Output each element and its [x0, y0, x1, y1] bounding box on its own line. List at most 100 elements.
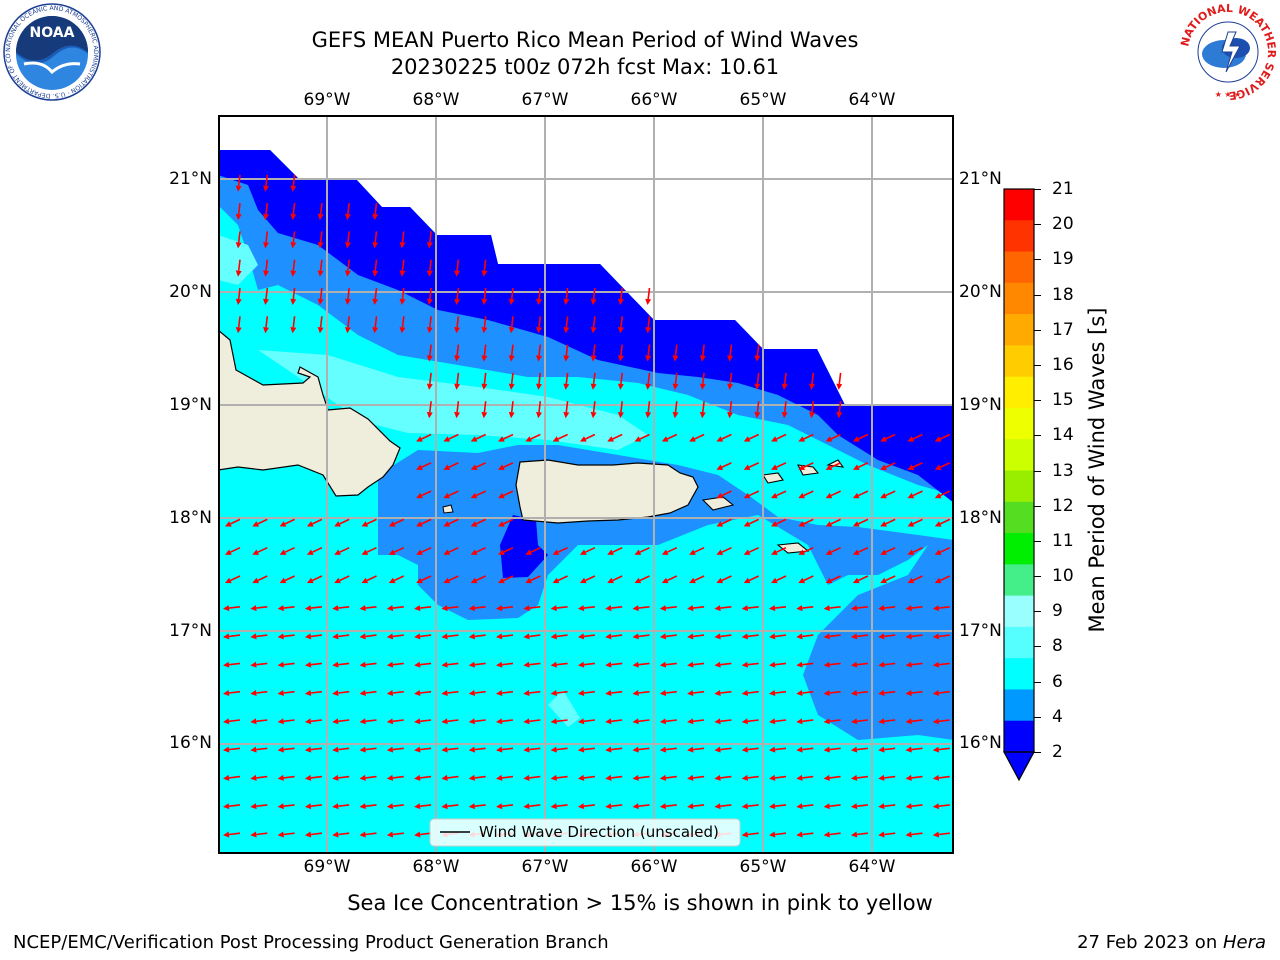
wave-arrow-head [823, 633, 830, 640]
wave-arrow-shaft [292, 174, 296, 186]
wave-arrow-head [317, 298, 324, 305]
lat-tick-left: 20°N [169, 282, 212, 302]
wave-arrow-head [727, 355, 734, 362]
wave-arrow-shaft [256, 606, 268, 609]
colorbar-cell [1004, 407, 1034, 440]
wave-arrow-head [796, 831, 803, 838]
wave-arrow-head [304, 746, 312, 753]
wave-arrow-shaft [612, 575, 623, 582]
wave-arrow-shaft [257, 575, 268, 582]
wave-arrow-shaft [283, 634, 295, 638]
wave-arrow-shaft [447, 804, 459, 807]
wave-arrow-shaft [692, 775, 705, 779]
wave-arrow-head [454, 270, 461, 277]
wave-arrow-head [632, 690, 639, 696]
wave-arrow-head [235, 298, 242, 305]
colorbar-tick-label: 14 [1052, 425, 1074, 446]
wave-arrow-shaft [310, 804, 322, 807]
colorbar-tick-mark [1034, 224, 1041, 226]
wave-arrow-head [878, 661, 885, 668]
wave-arrow-head [577, 690, 585, 696]
wave-arrow-head [223, 690, 230, 696]
wave-arrow-head [617, 298, 624, 305]
wave-arrow-head [823, 746, 830, 753]
wave-arrow-head [498, 549, 505, 555]
wave-arrow-shaft [830, 575, 841, 582]
wave-arrow-shaft [365, 775, 377, 779]
wave-arrow-head [550, 690, 557, 696]
wave-arrow-head [880, 492, 887, 499]
wave-arrow-head [852, 549, 860, 555]
wave-arrow-head [550, 633, 557, 640]
wave-arrow-head [932, 633, 940, 640]
wave-arrow-head [290, 326, 297, 334]
wave-arrow-shaft [584, 575, 596, 582]
wave-arrow-head [470, 464, 478, 470]
wave-arrow-shaft [911, 747, 923, 751]
wave-arrow-shaft [938, 804, 950, 807]
lat-tick-right: 16°N [959, 733, 1002, 753]
wave-arrow-shaft [802, 804, 814, 807]
wave-arrow-shaft [748, 462, 760, 468]
wave-arrow-shaft [538, 344, 542, 356]
wave-arrow-head [332, 746, 339, 753]
wave-arrow-head [277, 803, 284, 810]
wave-arrow-shaft [319, 287, 323, 300]
wave-arrow-shaft [338, 832, 350, 836]
wave-arrow-head [716, 464, 724, 470]
wave-arrow-head [880, 549, 887, 555]
wave-arrow-shaft [292, 259, 296, 271]
lat-tick-left: 19°N [169, 395, 212, 415]
wave-arrow-head [798, 436, 806, 442]
wave-arrow-shaft [538, 316, 542, 328]
colorbar-tick-mark [1034, 505, 1041, 507]
wave-arrow-head [634, 436, 642, 442]
wave-arrow-shaft [556, 719, 568, 723]
wave-arrow-shaft [419, 719, 432, 723]
wave-arrow-head [617, 383, 624, 390]
wave-arrow-shaft [265, 231, 269, 243]
wave-arrow-head [470, 521, 478, 527]
wave-arrow-head [399, 270, 406, 277]
colorbar-cell [1004, 658, 1034, 690]
wave-arrow-shaft [483, 401, 487, 413]
wave-arrow-head [825, 464, 833, 470]
wave-arrow-shaft [639, 433, 650, 440]
wave-arrow-shaft [448, 433, 459, 440]
wave-arrow-shaft [857, 433, 869, 440]
wave-arrow-shaft [774, 832, 787, 836]
wave-arrow-shaft [503, 546, 514, 553]
wave-arrow-shaft [803, 433, 814, 440]
wave-arrow-shaft [366, 575, 377, 582]
colorbar-cell [1004, 626, 1034, 659]
wave-arrow-head [388, 577, 396, 584]
wave-arrow-head [852, 464, 860, 470]
wave-arrow-head [590, 326, 597, 334]
wave-arrow-shaft [311, 546, 323, 553]
wave-arrow-shaft [692, 662, 705, 666]
wave-arrow-shaft [838, 401, 842, 413]
wave-arrow-shaft [583, 804, 595, 807]
colorbar-tick-label: 4 [1052, 706, 1063, 727]
wave-arrow-shaft [674, 344, 678, 356]
wave-arrow-head [714, 690, 721, 696]
wave-arrow-shaft [565, 316, 569, 328]
wave-arrow-head [932, 605, 940, 612]
wave-arrow-shaft [638, 775, 650, 779]
wave-arrow-shaft [885, 433, 896, 440]
wave-arrow-head [754, 411, 761, 419]
wave-arrow-shaft [447, 719, 459, 723]
wave-arrow-head [414, 633, 421, 640]
wave-arrow-head [334, 577, 341, 584]
wave-arrow-shaft [284, 518, 295, 525]
wave-arrow-shaft [911, 719, 923, 723]
wave-arrow-shaft [419, 832, 432, 836]
wave-arrow-shaft [338, 804, 350, 807]
wave-arrow-head [496, 746, 503, 753]
wave-arrow-shaft [774, 634, 787, 638]
wave-arrow-head [441, 718, 448, 725]
wave-arrow-shaft [319, 203, 323, 215]
wave-arrow-shaft [310, 747, 322, 751]
wave-arrow-shaft [421, 433, 432, 440]
wave-arrow-shaft [365, 804, 377, 807]
